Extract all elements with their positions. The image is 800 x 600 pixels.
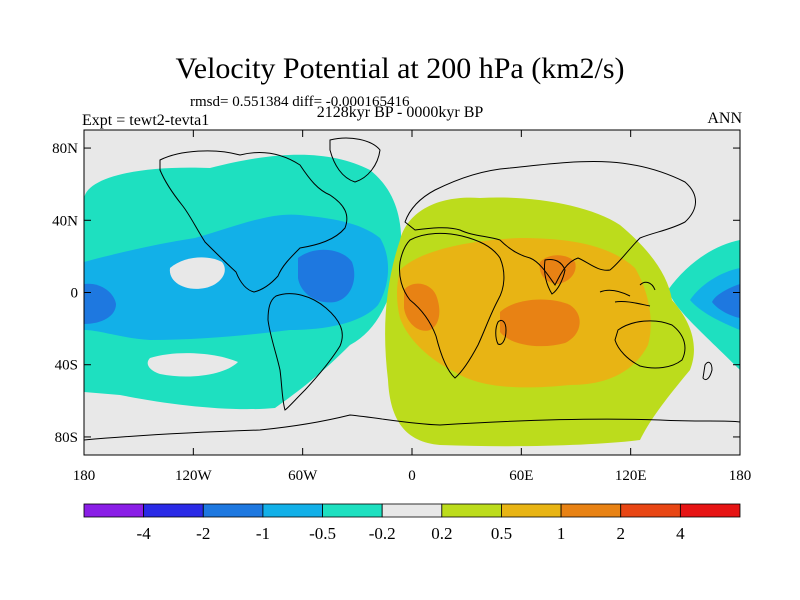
lon-tick-label: 120E bbox=[615, 468, 647, 484]
colorbar-label: -2 bbox=[196, 524, 210, 543]
neutral-patch-west bbox=[169, 257, 225, 289]
lon-tick-label: 60W bbox=[288, 468, 318, 484]
coast-greenland bbox=[329, 137, 381, 183]
colorbar-swatch bbox=[560, 503, 622, 518]
experiment-label: Expt = tewt2-tevta1 bbox=[82, 112, 210, 129]
coast-maritime-continent bbox=[599, 281, 656, 307]
rmsd-diff-stats: rmsd= 0.551384 diff= -0.000165416 bbox=[190, 94, 410, 110]
season-label: ANN bbox=[707, 110, 742, 127]
latitude-labels: 80N 40N 0 40S 80S bbox=[52, 141, 78, 446]
lon-tick-label: 180 bbox=[729, 468, 752, 484]
colorbar-swatch bbox=[501, 503, 562, 518]
period-label: 2128kyr BP - 0000kyr BP bbox=[316, 104, 484, 121]
colorbar-swatch bbox=[679, 503, 741, 518]
colorbar-label: 1 bbox=[557, 524, 566, 543]
lon-tick-label: 120W bbox=[175, 468, 213, 484]
colorbar-label: 4 bbox=[676, 524, 685, 543]
colorbar-label: 0.5 bbox=[491, 524, 512, 543]
neutral-patch-south bbox=[147, 353, 238, 377]
lat-tick-label: 80S bbox=[55, 430, 78, 446]
colorbar-swatch bbox=[322, 503, 383, 518]
coast-new-zealand bbox=[702, 361, 713, 381]
lat-tick-label: 40N bbox=[52, 213, 78, 229]
colorbar-labels: -4 -2 -1 -0.5 -0.2 0.2 0.5 1 2 4 bbox=[137, 524, 686, 543]
colorbar-swatch bbox=[441, 503, 502, 518]
colorbar-label: -0.5 bbox=[309, 524, 336, 543]
axis-ticks bbox=[83, 130, 741, 455]
colorbar-swatch bbox=[143, 503, 204, 518]
lat-tick-label: 40S bbox=[55, 358, 78, 374]
coast-eurasia bbox=[404, 161, 696, 286]
lat-tick-label: 0 bbox=[71, 286, 79, 302]
coast-africa bbox=[399, 232, 505, 379]
lon-tick-label: 180 bbox=[73, 468, 96, 484]
colorbar-label: -4 bbox=[137, 524, 152, 543]
colorbar-swatch bbox=[620, 503, 681, 518]
coast-madagascar bbox=[495, 319, 507, 345]
colorbar-label: 0.2 bbox=[431, 524, 452, 543]
coastlines bbox=[84, 137, 740, 441]
coast-antarctica bbox=[84, 414, 740, 441]
longitude-labels: 180 120W 60W 0 60E 120E 180 bbox=[73, 468, 752, 484]
contour-fills bbox=[84, 130, 740, 455]
coast-australia bbox=[614, 320, 686, 369]
map-title: Velocity Potential at 200 hPa (km2/s) bbox=[175, 52, 625, 85]
lon-tick-label: 60E bbox=[509, 468, 533, 484]
negative-strong-west-edge bbox=[84, 283, 116, 324]
colorbar-swatch bbox=[381, 503, 443, 518]
colorbar-swatch bbox=[83, 503, 145, 518]
colorbar bbox=[83, 503, 741, 518]
lon-tick-label: 0 bbox=[408, 468, 416, 484]
positive-strong-core-africa bbox=[404, 283, 440, 331]
coast-north-america bbox=[159, 150, 348, 293]
coast-south-america bbox=[267, 293, 343, 411]
positive-strong-core-indian bbox=[500, 299, 580, 347]
positive-strong-core-india bbox=[539, 255, 576, 284]
colorbar-label: -0.2 bbox=[369, 524, 396, 543]
lat-tick-label: 80N bbox=[52, 141, 78, 157]
coast-india bbox=[544, 259, 566, 295]
colorbar-swatch bbox=[262, 503, 323, 518]
negative-strong-core-atlantic bbox=[298, 249, 355, 303]
colorbar-label: -1 bbox=[256, 524, 270, 543]
colorbar-label: 2 bbox=[616, 524, 625, 543]
colorbar-swatch bbox=[202, 503, 264, 518]
